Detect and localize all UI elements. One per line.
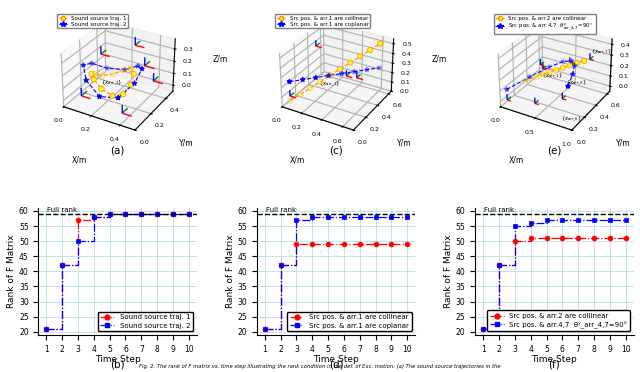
Text: (a): (a) xyxy=(110,146,125,156)
Text: Full rank: Full rank xyxy=(266,207,296,213)
Legend: Src pos. & arr.1 are collinear, Src pos. & arr.1 are coplanar: Src pos. & arr.1 are collinear, Src pos.… xyxy=(275,14,371,28)
X-axis label: X/m: X/m xyxy=(72,155,87,164)
X-axis label: Time Step: Time Step xyxy=(95,355,140,364)
Title: (f): (f) xyxy=(548,360,561,369)
Text: (e): (e) xyxy=(547,146,562,156)
Y-axis label: Y/m: Y/m xyxy=(179,138,193,147)
X-axis label: X/m: X/m xyxy=(290,155,305,164)
Legend: Sound source traj. 1, Sound source traj. 2: Sound source traj. 1, Sound source traj.… xyxy=(98,312,193,331)
Text: Full rank: Full rank xyxy=(47,207,77,213)
X-axis label: X/m: X/m xyxy=(508,155,524,164)
Title: (d): (d) xyxy=(329,360,343,369)
Title: (b): (b) xyxy=(110,360,125,369)
Text: (c): (c) xyxy=(329,146,343,156)
X-axis label: Time Step: Time Step xyxy=(532,355,577,364)
Y-axis label: Y/m: Y/m xyxy=(616,138,630,147)
Legend: Src pos. & arr.2 are collinear, Src pos. & arr.4,7  θʸ_arr_4,7=90°: Src pos. & arr.2 are collinear, Src pos.… xyxy=(487,310,630,331)
Y-axis label: Rank of F Matrix: Rank of F Matrix xyxy=(444,234,453,308)
Y-axis label: Rank of F Matrix: Rank of F Matrix xyxy=(226,234,235,308)
X-axis label: Time Step: Time Step xyxy=(313,355,359,364)
Legend: Sound source traj. 1, Sound source traj. 2: Sound source traj. 1, Sound source traj.… xyxy=(57,14,129,28)
Text: Full rank: Full rank xyxy=(484,207,514,213)
Y-axis label: Rank of F Matrix: Rank of F Matrix xyxy=(7,234,16,308)
Text: Fig. 2. The rank of F matrix vs. time step illustrating the rank condition in th: Fig. 2. The rank of F matrix vs. time st… xyxy=(139,364,501,369)
Legend: Src pos. & arr.2 are collinear, Src pos. & arr.4,7  $\theta^y_{arr\_4,7}$=90$^\c: Src pos. & arr.2 are collinear, Src pos.… xyxy=(494,14,596,33)
Y-axis label: Y/m: Y/m xyxy=(397,138,412,147)
Legend: Src pos. & arr.1 are collinear, Src pos. & arr.1 are coplanar: Src pos. & arr.1 are collinear, Src pos.… xyxy=(287,312,412,331)
